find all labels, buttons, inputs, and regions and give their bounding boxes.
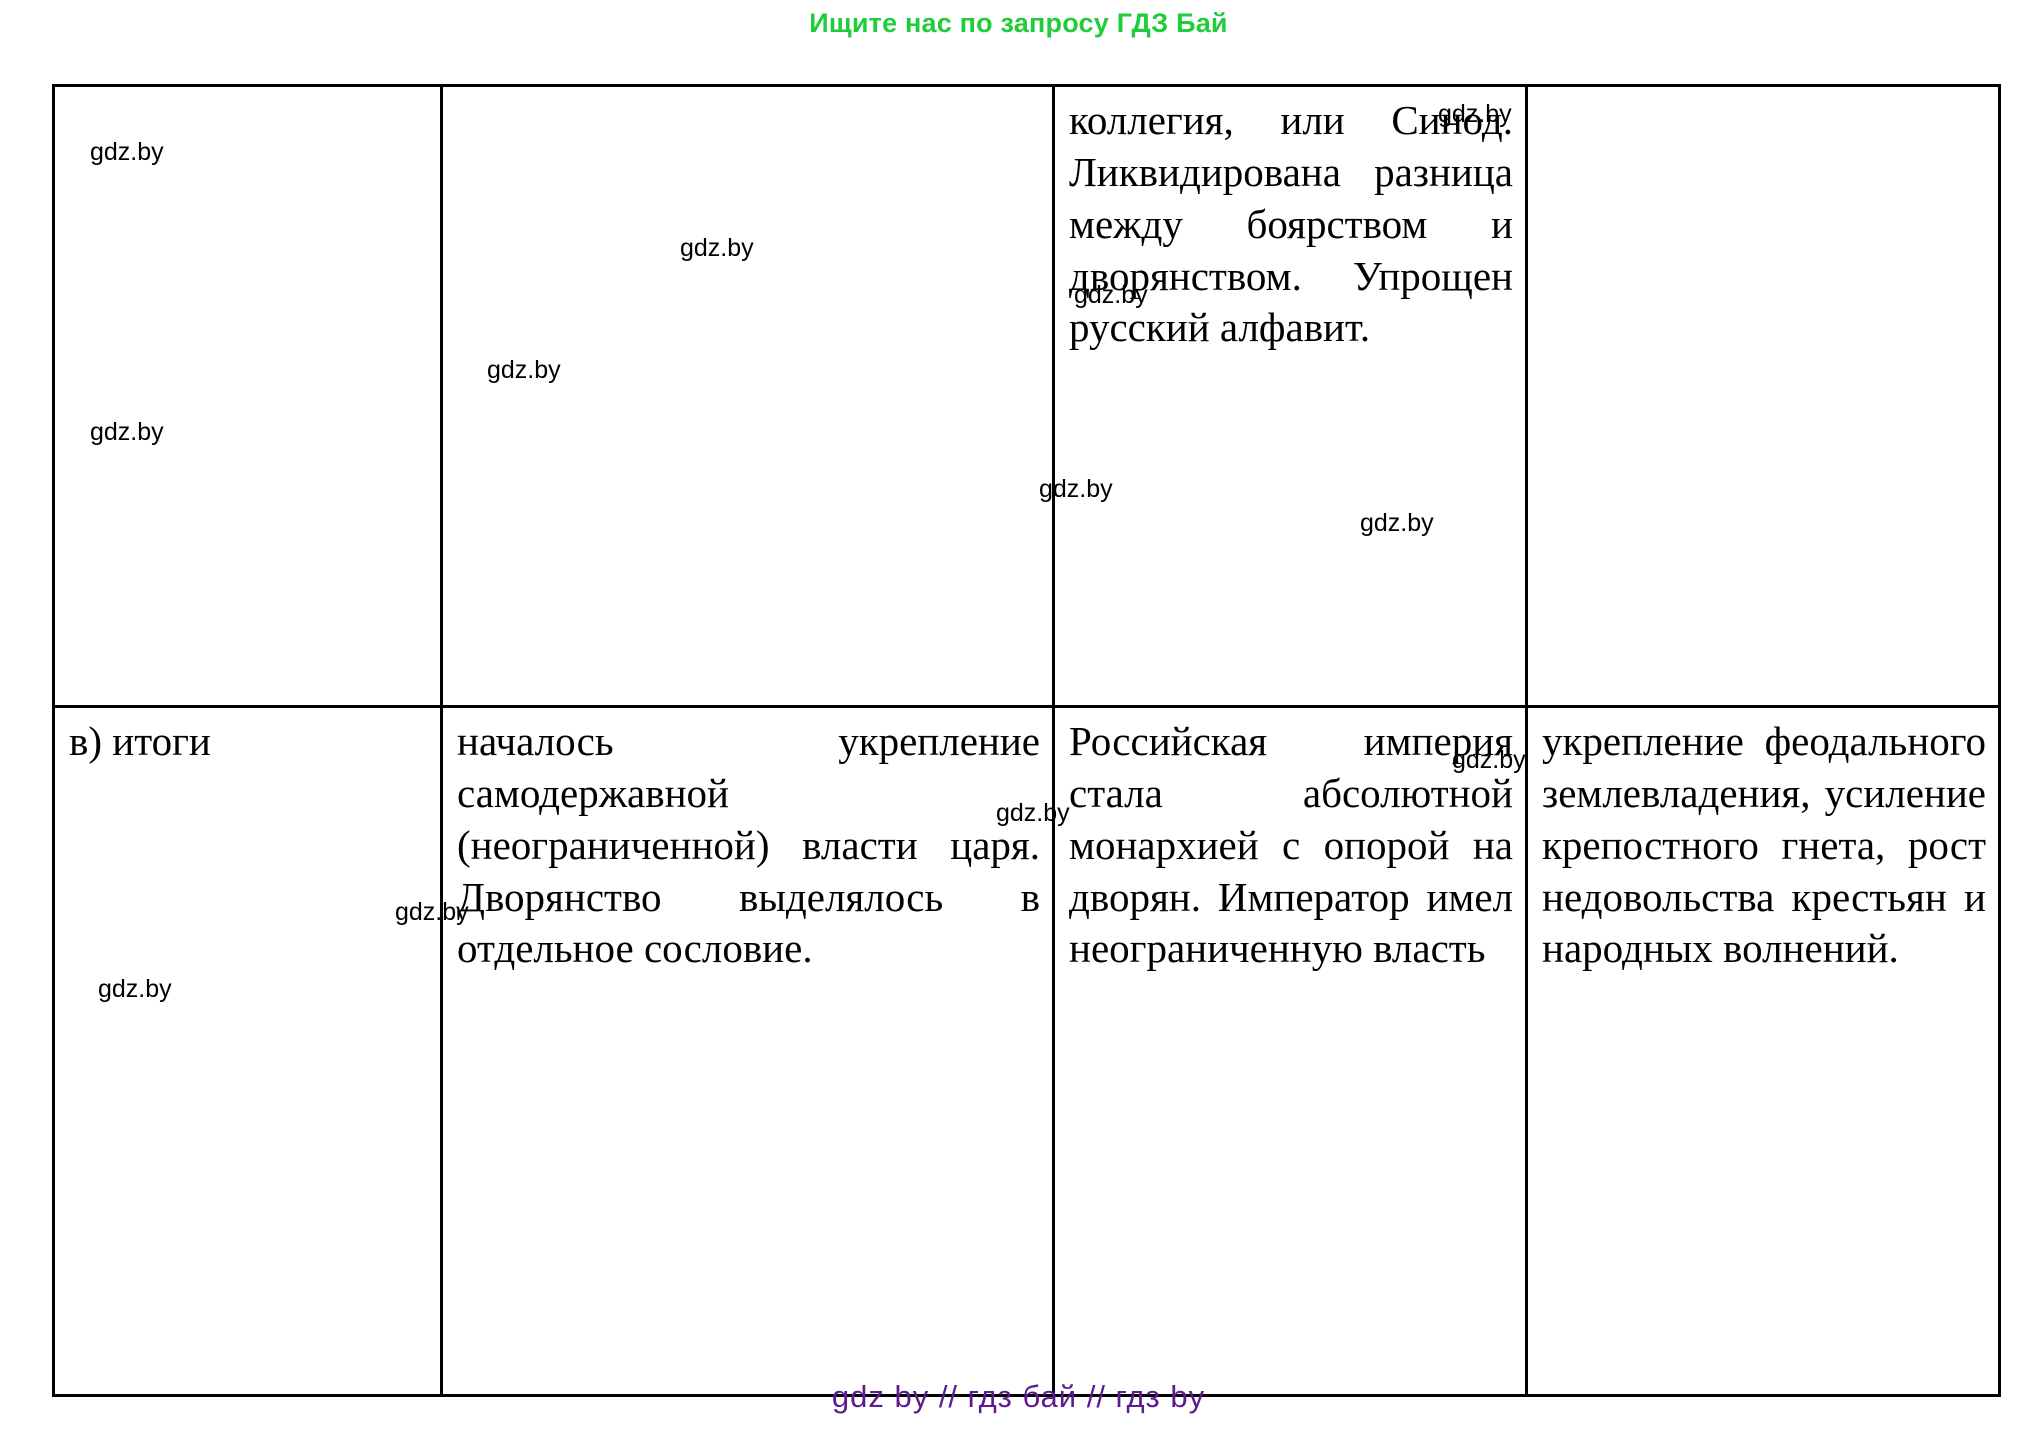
cell-text-r1c3: коллегия, или Синод. Ликвидирована разни… xyxy=(1069,97,1513,351)
table-cell-r1c3: коллегия, или Синод. Ликвидирована разни… xyxy=(1052,84,1528,708)
table-cell-r2c4: укрепление феодального землевладения, ус… xyxy=(1525,705,2001,1397)
table-row: коллегия, или Синод. Ликвидирована разни… xyxy=(52,84,2001,708)
cell-text-r2c3: Российская империя стала абсолютной мона… xyxy=(1069,718,1513,972)
table-cell-r1c1 xyxy=(52,84,443,708)
table-cell-r2c2: началось укрепление самодержавной (неогр… xyxy=(440,705,1055,1397)
cell-text-r2c1: в) итоги xyxy=(69,718,211,764)
table-cell-r1c4 xyxy=(1525,84,2001,708)
cell-text-r2c2: началось укрепление самодержавной (неогр… xyxy=(457,718,1040,972)
top-banner: Ищите нас по запросу ГДЗ Бай xyxy=(809,8,1228,38)
table-cell-r2c1: в) итоги xyxy=(52,705,443,1397)
table-row: в) итоги началось укрепление самодержавн… xyxy=(52,705,2001,1397)
content-table: коллегия, или Синод. Ликвидирована разни… xyxy=(52,84,2001,1397)
table-cell-r2c3: Российская империя стала абсолютной мона… xyxy=(1052,705,1528,1397)
page-footer: gdz by // гдз бай // гдз by xyxy=(831,1379,1206,1414)
cell-text-r2c4: укрепление феодального землевладения, ус… xyxy=(1542,718,1986,972)
table-cell-r1c2 xyxy=(440,84,1055,708)
